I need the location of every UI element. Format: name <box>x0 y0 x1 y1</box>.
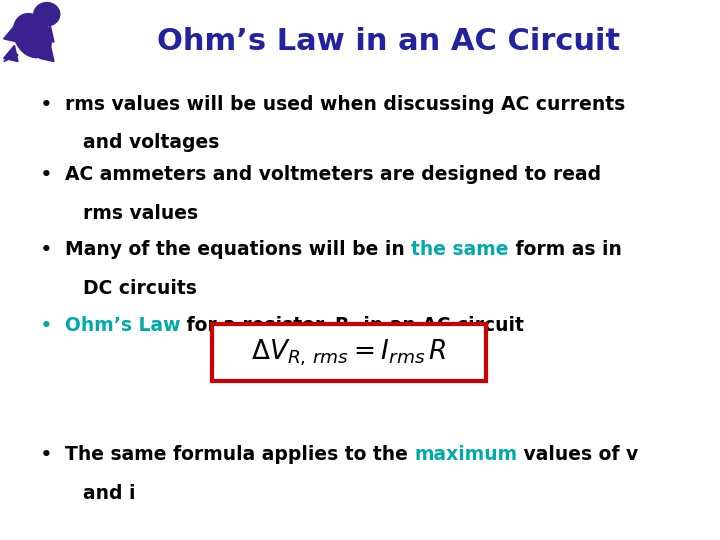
Text: AC ammeters and voltmeters are designed to read: AC ammeters and voltmeters are designed … <box>65 165 601 184</box>
Polygon shape <box>4 45 18 62</box>
Text: DC circuits: DC circuits <box>83 279 197 298</box>
Text: •: • <box>40 94 53 114</box>
Polygon shape <box>40 45 54 62</box>
Text: Ohm’s Law in an AC Circuit: Ohm’s Law in an AC Circuit <box>157 27 621 56</box>
Polygon shape <box>4 52 18 62</box>
Text: and voltages: and voltages <box>83 133 219 152</box>
Text: The same formula applies to the: The same formula applies to the <box>65 446 414 464</box>
Text: values of v: values of v <box>517 446 639 464</box>
Text: for a resistor, R, in an AC circuit: for a resistor, R, in an AC circuit <box>180 316 524 335</box>
Text: Ohm’s Law: Ohm’s Law <box>65 316 180 335</box>
Ellipse shape <box>14 14 51 58</box>
Text: •: • <box>40 446 53 465</box>
Text: •: • <box>40 165 53 185</box>
Circle shape <box>34 3 60 26</box>
Polygon shape <box>4 26 18 42</box>
Text: Many of the equations will be in: Many of the equations will be in <box>65 240 411 259</box>
Text: the same: the same <box>411 240 508 259</box>
Text: •: • <box>40 240 53 260</box>
FancyBboxPatch shape <box>212 324 486 381</box>
Text: rms values will be used when discussing AC currents: rms values will be used when discussing … <box>65 94 625 113</box>
Text: form as in: form as in <box>508 240 621 259</box>
Polygon shape <box>40 26 54 42</box>
Text: rms values: rms values <box>83 204 198 222</box>
Text: $\Delta V_{R,\,rms} = I_{rms}\, R$: $\Delta V_{R,\,rms} = I_{rms}\, R$ <box>251 337 447 368</box>
Text: and i: and i <box>83 484 135 503</box>
Text: •: • <box>40 316 53 336</box>
Text: maximum: maximum <box>414 446 517 464</box>
